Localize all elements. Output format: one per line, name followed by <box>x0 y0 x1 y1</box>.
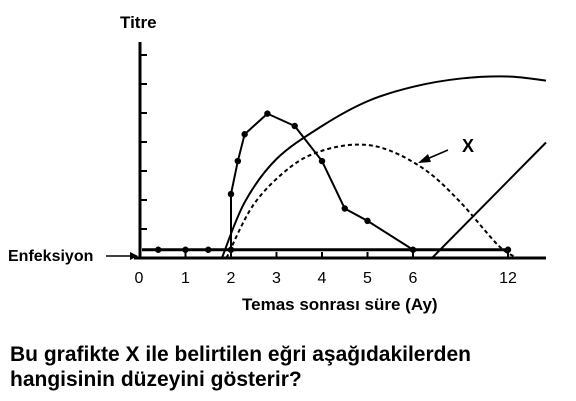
x-tick-label: 2 <box>227 270 236 287</box>
x-tick-label: 3 <box>272 270 281 287</box>
series-layer <box>142 75 547 259</box>
data-point <box>241 131 248 138</box>
data-point <box>234 157 242 165</box>
data-point <box>409 246 417 253</box>
titre-chart: Titre Temas sonrası süre (Ay) 0 1 2 3 4 5 6 12 … <box>8 13 547 314</box>
question-line-2: hangisinin düzeyini gösterir? <box>10 368 302 391</box>
x-tick-label: 1 <box>181 270 190 287</box>
data-point <box>341 205 348 212</box>
series-line-1 <box>220 75 547 259</box>
x-tick-label: 5 <box>363 270 372 287</box>
y-ticks <box>140 54 147 230</box>
series-line-dotted-markers <box>158 112 508 251</box>
axes <box>134 42 546 260</box>
data-point <box>205 246 212 253</box>
question-text: Bu grafikte X ile belirtilen eğri aşağıd… <box>10 342 570 392</box>
data-point <box>364 217 371 225</box>
data-point <box>182 246 189 253</box>
x-tick-label: 12 <box>499 270 517 287</box>
question-line-1: Bu grafikte X ile belirtilen eğri aşağıd… <box>10 343 471 366</box>
series-line-3 <box>431 141 547 259</box>
x-callout-label: X <box>462 136 474 156</box>
infection-arrow-head <box>130 252 138 260</box>
x-ticks <box>184 252 509 258</box>
dots-layer <box>155 110 512 253</box>
y-axis-label: Titre <box>120 13 157 32</box>
x-tick-labels: 0 1 2 3 4 5 6 12 <box>135 270 517 287</box>
x-tick-label: 4 <box>318 270 327 287</box>
data-point <box>227 246 235 253</box>
data-point <box>227 190 235 198</box>
x-tick-label: 6 <box>409 270 418 287</box>
data-point <box>291 122 298 130</box>
x-callout-arrow-head <box>418 154 431 163</box>
x-tick-label: 0 <box>135 270 144 287</box>
data-point <box>318 157 326 165</box>
infection-label: Enfeksiyon <box>8 248 93 265</box>
series-x-dashed <box>225 143 519 259</box>
data-point <box>155 246 162 253</box>
x-axis-label: Temas sonrası süre (Ay) <box>242 295 438 314</box>
data-point <box>264 110 271 117</box>
data-point <box>504 246 512 253</box>
